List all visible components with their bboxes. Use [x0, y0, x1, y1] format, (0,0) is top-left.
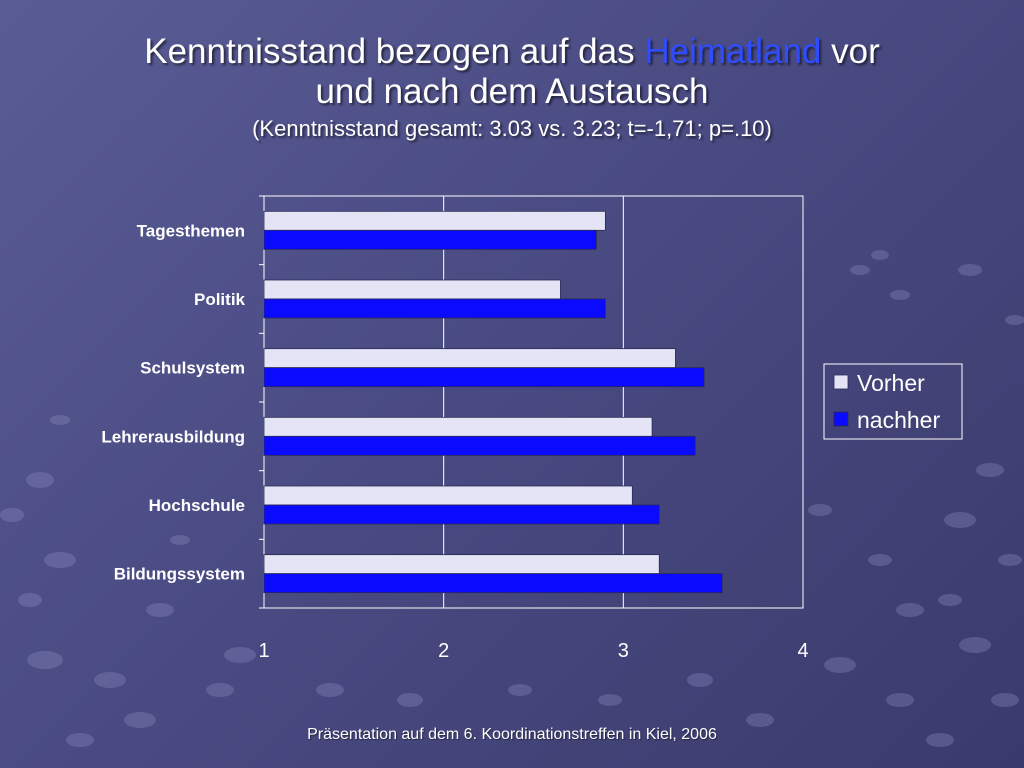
legend-box [823, 363, 963, 440]
slide-title-block: Kenntnisstand bezogen auf das Heimatland… [0, 32, 1024, 144]
bar-nachher [263, 504, 660, 525]
title-text-start: Kenntnisstand bezogen auf das [144, 32, 635, 71]
bar-nachher [263, 367, 705, 388]
category-label: Tagesthemen [137, 221, 245, 240]
bar-vorher [263, 416, 653, 437]
bar-vorher [263, 554, 660, 575]
legend-swatch [833, 374, 849, 390]
bar-nachher [263, 229, 597, 250]
bar-vorher [263, 485, 633, 506]
category-label: Lehrerausbildung [101, 427, 245, 446]
legend-label: Vorher [857, 370, 925, 396]
legend-swatch [833, 411, 849, 427]
x-tick-label: 2 [438, 640, 449, 662]
bar-vorher [263, 210, 606, 231]
title-text-end: vor [831, 32, 880, 71]
x-tick-label: 4 [797, 640, 808, 662]
slide-title-line-2: und nach dem Austausch [315, 72, 709, 111]
x-tick-label: 3 [618, 640, 629, 662]
category-label: Schulsystem [140, 359, 245, 378]
category-label: Bildungssystem [114, 565, 245, 584]
bar-nachher [263, 435, 696, 456]
slide-subtitle: (Kenntnisstand gesamt: 3.03 vs. 3.23; t=… [252, 116, 772, 141]
bar-vorher [263, 279, 561, 300]
category-label: Hochschule [149, 496, 245, 515]
slide-title-line-1: Kenntnisstand bezogen auf das Heimatland… [0, 32, 1024, 72]
legend-label: nachher [857, 407, 940, 433]
plot-area [263, 195, 804, 609]
slide-footer: Präsentation auf dem 6. Koordinationstre… [307, 726, 717, 743]
bar-nachher [263, 573, 723, 594]
bar-vorher [263, 348, 676, 369]
bar-nachher [263, 298, 606, 319]
title-accent-word: Heimatland [644, 32, 822, 71]
x-tick-label: 1 [258, 640, 269, 662]
category-label: Politik [194, 290, 246, 309]
